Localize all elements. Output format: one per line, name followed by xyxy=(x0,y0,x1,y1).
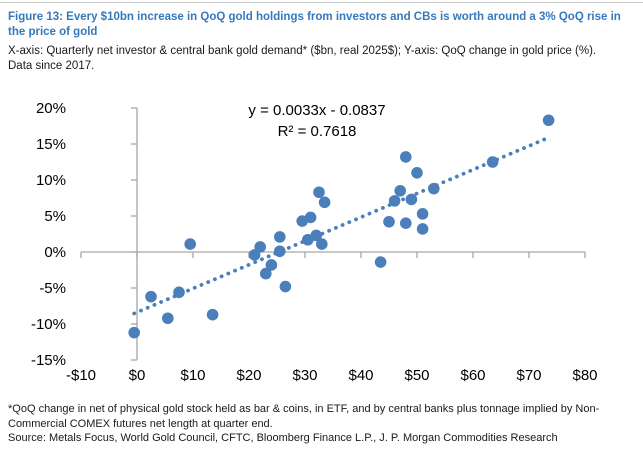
x-tick-label: $30 xyxy=(292,367,317,384)
data-point xyxy=(405,193,418,206)
data-point xyxy=(400,151,412,163)
y-tick-label: -5% xyxy=(39,280,66,297)
data-point xyxy=(394,185,407,197)
equation-text: y = 0.0033x - 0.0837 xyxy=(248,102,386,119)
data-point xyxy=(318,196,331,209)
scatter-plot-canvas: 20% 15% 10% 5% 0% -5% -10% -15%-$10 $0 $10 $20 $30 $… xyxy=(31,100,598,384)
scatter-chart: 20% 15% 10% 5% 0% -5% -10% -15% -$10 $0 $10 $20 $30 $… xyxy=(0,88,643,400)
x-tick-label: $60 xyxy=(460,367,485,384)
x-tick-label: $50 xyxy=(404,367,429,384)
y-tick-label: 0% xyxy=(44,244,66,261)
data-point xyxy=(274,245,286,258)
data-point xyxy=(428,182,440,195)
data-point xyxy=(542,114,555,127)
x-tick-label: $80 xyxy=(572,367,597,384)
data-point xyxy=(128,326,140,339)
data-point xyxy=(206,308,219,321)
data-point xyxy=(162,312,174,325)
x-tick-label: $0 xyxy=(129,367,146,384)
data-point xyxy=(411,167,423,179)
footnote-asterisk-note: *QoQ change in net of physical gold stoc… xyxy=(8,403,600,430)
y-tick-label: 5% xyxy=(44,208,66,225)
data-point xyxy=(274,231,286,243)
y-tick-label: -10% xyxy=(31,316,66,333)
data-point xyxy=(145,290,157,303)
x-tick-label: -$10 xyxy=(66,367,96,384)
data-point xyxy=(388,195,401,207)
data-point xyxy=(304,211,317,224)
data-point xyxy=(279,280,292,293)
trendline-equation: y = 0.0033x - 0.0837 R² = 0.7618 xyxy=(202,100,432,142)
figure-title: Figure 13: Every $10bn increase in QoQ g… xyxy=(8,11,621,38)
r-squared-text: R² = 0.7618 xyxy=(277,123,357,140)
x-tick-label: $70 xyxy=(516,367,541,384)
y-tick-label: 10% xyxy=(36,172,66,189)
data-point xyxy=(416,208,429,220)
figure-footnote: *QoQ change in net of physical gold stoc… xyxy=(8,402,638,446)
x-tick-label: $40 xyxy=(348,367,373,384)
subtitle-line-1: X-axis: Quarterly net investor & central… xyxy=(8,45,597,57)
data-point xyxy=(265,259,278,271)
x-tick-label: $20 xyxy=(236,367,261,384)
trendline-dotted xyxy=(132,135,551,316)
figure-subtitle: X-axis: Quarterly net investor & central… xyxy=(8,44,638,74)
data-point xyxy=(486,156,499,168)
data-point xyxy=(173,286,185,299)
y-tick-label: 20% xyxy=(36,100,66,117)
data-point xyxy=(260,267,272,280)
data-point xyxy=(310,229,323,242)
data-point xyxy=(313,186,325,199)
data-point xyxy=(416,223,429,235)
data-point xyxy=(184,238,196,250)
data-point xyxy=(374,256,387,268)
data-point xyxy=(254,241,266,253)
data-point xyxy=(383,215,395,228)
footnote-source: Source: Metals Focus, World Gold Council… xyxy=(8,432,558,444)
top-divider-line xyxy=(0,2,643,3)
data-point xyxy=(400,217,412,229)
y-tick-label: 15% xyxy=(36,136,66,153)
x-tick-label: $10 xyxy=(180,367,205,384)
data-point xyxy=(316,238,328,250)
subtitle-line-2: Data since 2017. xyxy=(8,60,95,72)
y-tick-label: -15% xyxy=(31,352,66,369)
